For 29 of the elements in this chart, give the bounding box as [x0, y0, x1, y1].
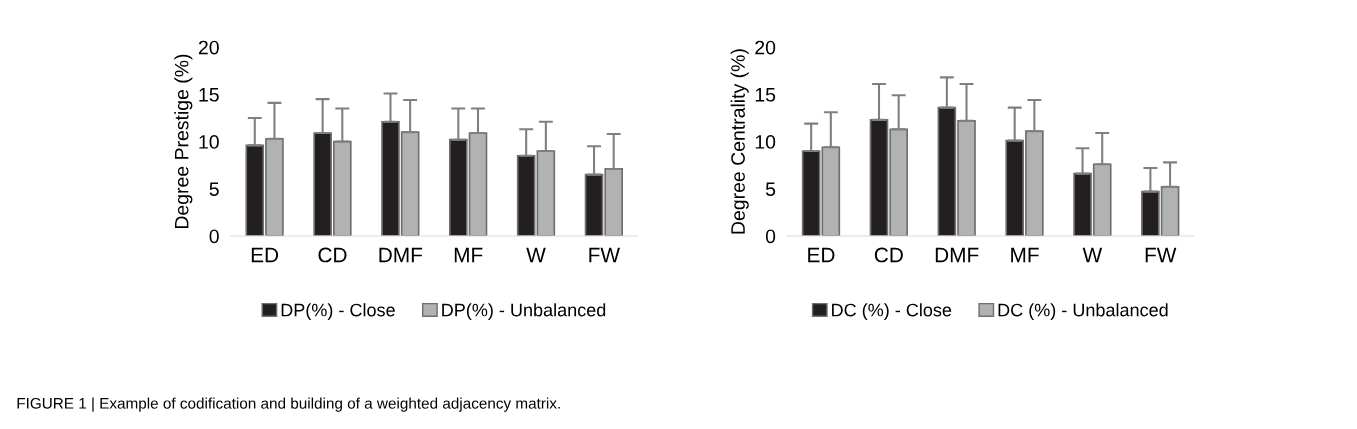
x-tick-label: W: [526, 247, 546, 263]
x-tick-label: W: [1082, 247, 1103, 263]
x-tick-label: ED: [251, 247, 279, 263]
y-tick-label: 15: [755, 88, 776, 102]
x-tick-label: MF: [1011, 247, 1039, 263]
caption: FIGURE 1 | Example of codification and building of a weighted adjacency matrix.: [17, 397, 560, 412]
y-tick-label: 20: [198, 40, 219, 55]
x-tick-label: FW: [1145, 247, 1177, 263]
x-tick-label: CD: [318, 247, 347, 263]
y-tick-label: 0: [209, 229, 219, 244]
x-tick-label: CD: [874, 247, 903, 263]
y-tick-label: 20: [755, 40, 776, 55]
y-tick-label: 0: [765, 229, 776, 244]
y-tick-label: 15: [199, 88, 219, 102]
x-tick-label: FW: [589, 247, 620, 263]
legend-label: DP(%) - Close: [281, 303, 395, 320]
legend-label: DP(%) - Unbalanced: [442, 303, 606, 320]
legend-label: DC (%) - Close: [832, 303, 952, 320]
x-tick-label: DMF: [935, 247, 979, 263]
legend-label: DC (%) - Unbalanced: [998, 303, 1168, 320]
y-tick-label: 10: [199, 135, 219, 149]
y-axis-title: Degree Prestige (%): [174, 54, 193, 229]
y-axis-title: Degree Centrality (%): [730, 49, 749, 234]
y-tick-label: 10: [755, 135, 776, 149]
x-tick-label: ED: [808, 247, 835, 263]
x-tick-label: MF: [454, 247, 483, 263]
y-tick-label: 5: [765, 182, 776, 196]
x-tick-label: DMF: [379, 247, 423, 263]
y-tick-label: 5: [209, 182, 219, 196]
